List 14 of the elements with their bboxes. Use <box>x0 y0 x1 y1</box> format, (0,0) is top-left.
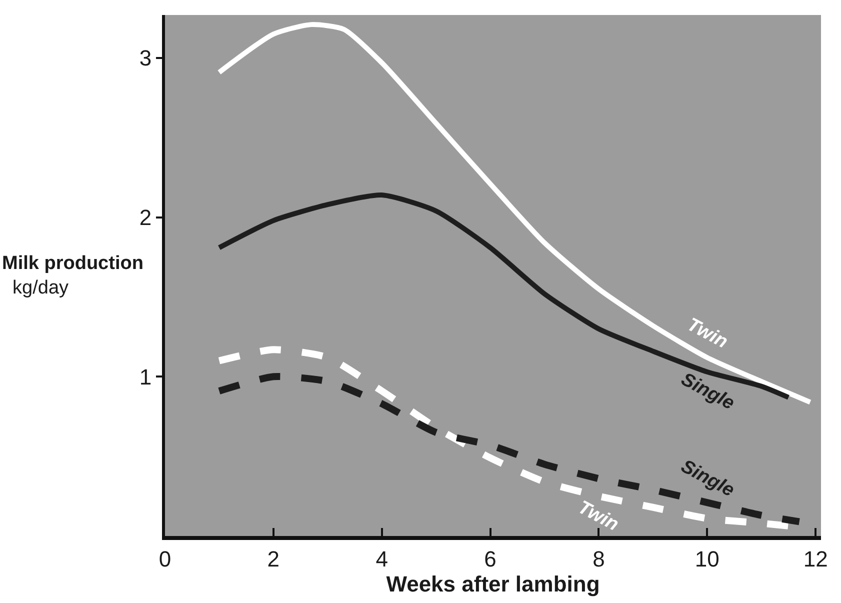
x-tick-label: 0 <box>158 546 172 572</box>
y-axis-title: Milk production kg/day <box>2 253 144 299</box>
y-tick-label: 2 <box>139 205 152 230</box>
text: Twin <box>574 496 622 536</box>
x-tick-label: 12 <box>803 546 828 572</box>
y-tick-label: 1 <box>139 364 152 390</box>
x-axis-title: Weeks after lambing <box>386 571 600 596</box>
x-tick-label: 4 <box>376 546 388 572</box>
text: Twin <box>684 314 732 353</box>
x-tick-label: 10 <box>694 546 720 572</box>
x-tick-label: 6 <box>484 546 496 572</box>
y-tick-label: 3 <box>139 46 152 71</box>
x-tick-label: 2 <box>267 546 280 572</box>
x-tick-label: 8 <box>592 546 605 572</box>
